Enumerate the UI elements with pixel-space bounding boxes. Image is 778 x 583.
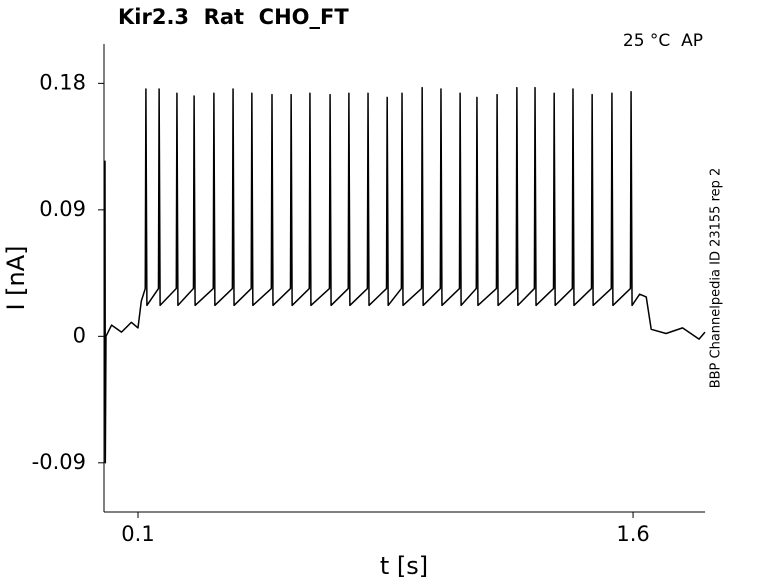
trace [104,86,706,464]
y-tick-label: 0.18 [39,70,86,94]
x-tick-label: 0.1 [121,522,154,546]
y-tick-label: 0.09 [39,197,86,221]
x-tick-label: 1.6 [616,522,649,546]
y-axis-label: I [nA] [2,245,30,310]
y-tick-label: -0.09 [32,450,86,474]
y-tick-label: 0 [73,323,86,347]
annotation: 25 °C AP [623,31,703,51]
chart-title: Kir2.3 Rat CHO_FT [118,5,349,29]
x-axis-label: t [s] [380,552,428,580]
side-note: BBP Channelpedia ID 23155 rep 2 [709,168,724,389]
